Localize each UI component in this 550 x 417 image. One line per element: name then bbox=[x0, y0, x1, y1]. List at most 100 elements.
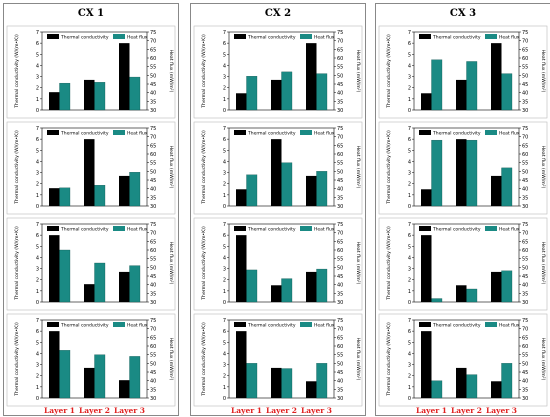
right-tick-label: 30 bbox=[337, 396, 343, 402]
right-tick-label: 60 bbox=[522, 344, 528, 350]
right-tick-label: 45 bbox=[150, 178, 156, 184]
legend-swatch-heat-flux bbox=[300, 226, 312, 231]
heat-flux-bar bbox=[94, 354, 106, 399]
heat-flux-bar bbox=[466, 139, 478, 207]
left-tick-label: 1 bbox=[36, 289, 39, 295]
left-tick-label: 1 bbox=[223, 385, 226, 391]
right-tick-label: 75 bbox=[522, 126, 528, 132]
right-axis-title: Heat flux (mW/m²) bbox=[540, 242, 546, 285]
left-tick-label: 1 bbox=[223, 193, 226, 199]
right-tick-label: 40 bbox=[150, 187, 156, 193]
heat-flux-bar bbox=[431, 380, 443, 399]
thermal-conductivity-bar bbox=[49, 331, 60, 398]
left-tick-label: 4 bbox=[408, 351, 411, 357]
left-tick-label: 5 bbox=[36, 244, 39, 250]
thermal-conductivity-bar bbox=[456, 79, 467, 110]
legend-label-thermal: Thermal conductivity bbox=[60, 34, 109, 40]
left-tick-label: 4 bbox=[223, 351, 226, 357]
legend-label-thermal: Thermal conductivity bbox=[60, 226, 109, 232]
legend-swatch-heat-flux bbox=[300, 322, 312, 327]
heat-flux-bar bbox=[431, 139, 443, 207]
left-tick-label: 5 bbox=[223, 340, 226, 346]
heat-flux-bar bbox=[94, 185, 106, 207]
left-tick-label: 7 bbox=[223, 30, 226, 36]
right-tick-label: 40 bbox=[337, 379, 343, 385]
left-tick-label: 0 bbox=[408, 396, 411, 402]
right-tick-label: 70 bbox=[150, 327, 156, 333]
legend-label-thermal: Thermal conductivity bbox=[432, 322, 481, 328]
right-tick-label: 60 bbox=[150, 56, 156, 62]
right-tick-label: 70 bbox=[150, 231, 156, 237]
left-axis-title: Thermal conductivity (W/(m•K)) bbox=[14, 226, 20, 301]
right-axis-title: Heat flux (mW/m²) bbox=[355, 242, 361, 285]
left-tick-label: 4 bbox=[223, 63, 226, 69]
left-tick-label: 1 bbox=[223, 97, 226, 103]
right-tick-label: 35 bbox=[337, 291, 343, 297]
legend-swatch-heat-flux bbox=[485, 322, 497, 327]
left-tick-label: 3 bbox=[408, 267, 411, 273]
right-axis-title: Heat flux (mW/m²) bbox=[168, 146, 174, 189]
legend-label-thermal: Thermal conductivity bbox=[247, 226, 296, 232]
left-tick-label: 0 bbox=[36, 396, 39, 402]
left-tick-label: 4 bbox=[36, 255, 39, 261]
right-tick-label: 55 bbox=[522, 161, 528, 167]
legend-label-thermal: Thermal conductivity bbox=[432, 34, 481, 40]
right-tick-label: 35 bbox=[522, 291, 528, 297]
thermal-conductivity-bar bbox=[491, 43, 502, 111]
right-tick-label: 75 bbox=[337, 222, 343, 228]
right-tick-label: 45 bbox=[522, 82, 528, 88]
thermal-conductivity-bar bbox=[236, 331, 247, 398]
right-tick-label: 50 bbox=[522, 265, 528, 271]
column-title: CX 3 bbox=[449, 8, 477, 19]
left-tick-label: 1 bbox=[36, 385, 39, 391]
heat-flux-bar bbox=[129, 356, 141, 399]
legend-swatch-thermal bbox=[419, 130, 431, 135]
legend-swatch-thermal bbox=[47, 34, 59, 39]
left-tick-label: 2 bbox=[408, 278, 411, 284]
right-tick-label: 75 bbox=[337, 318, 343, 324]
right-tick-label: 30 bbox=[522, 300, 528, 306]
legend-label-thermal: Thermal conductivity bbox=[247, 130, 296, 136]
right-tick-label: 30 bbox=[337, 108, 343, 114]
left-tick-label: 7 bbox=[36, 126, 39, 132]
right-tick-label: 55 bbox=[337, 353, 343, 359]
left-tick-label: 7 bbox=[36, 318, 39, 324]
column-frame-1: CX 1 0 1 2 3 4 5 6 7 30 35 40 45 50 55 60 65 70 75 Thermal … bbox=[3, 3, 179, 416]
right-tick-label: 65 bbox=[522, 239, 528, 245]
thermal-conductivity-bar bbox=[271, 285, 282, 302]
heat-flux-bar bbox=[466, 288, 478, 303]
legend-label-thermal: Thermal conductivity bbox=[60, 322, 109, 328]
left-tick-label: 1 bbox=[36, 193, 39, 199]
thermal-conductivity-bar bbox=[119, 380, 130, 398]
thermal-conductivity-bar bbox=[456, 139, 467, 206]
left-axis-title: Thermal conductivity (W/(m•K)) bbox=[201, 226, 207, 301]
thermal-conductivity-bar bbox=[421, 93, 432, 110]
category-label: Layer 2 bbox=[266, 406, 297, 415]
right-tick-label: 60 bbox=[337, 152, 343, 158]
left-tick-label: 5 bbox=[408, 52, 411, 58]
left-tick-label: 7 bbox=[223, 318, 226, 324]
left-tick-label: 2 bbox=[223, 86, 226, 92]
right-tick-label: 45 bbox=[522, 178, 528, 184]
right-tick-label: 45 bbox=[150, 370, 156, 376]
thermal-conductivity-bar bbox=[456, 285, 467, 302]
right-tick-label: 75 bbox=[150, 30, 156, 36]
right-axis-title: Heat flux (mW/m²) bbox=[355, 338, 361, 381]
column-title: CX 2 bbox=[264, 8, 292, 19]
right-tick-label: 65 bbox=[337, 47, 343, 53]
legend-swatch-thermal bbox=[419, 322, 431, 327]
left-tick-label: 6 bbox=[36, 329, 39, 335]
left-axis-title: Thermal conductivity (W/(m•K)) bbox=[14, 130, 20, 205]
right-axis-title: Heat flux (mW/m²) bbox=[355, 50, 361, 93]
heat-flux-bar bbox=[246, 363, 258, 399]
right-tick-label: 65 bbox=[337, 143, 343, 149]
left-tick-label: 3 bbox=[223, 267, 226, 273]
legend-label-heat-flux: Heat flux bbox=[127, 226, 148, 232]
right-tick-label: 75 bbox=[522, 318, 528, 324]
left-tick-label: 1 bbox=[408, 193, 411, 199]
right-tick-label: 65 bbox=[522, 335, 528, 341]
left-tick-label: 5 bbox=[36, 148, 39, 154]
left-tick-label: 5 bbox=[408, 148, 411, 154]
